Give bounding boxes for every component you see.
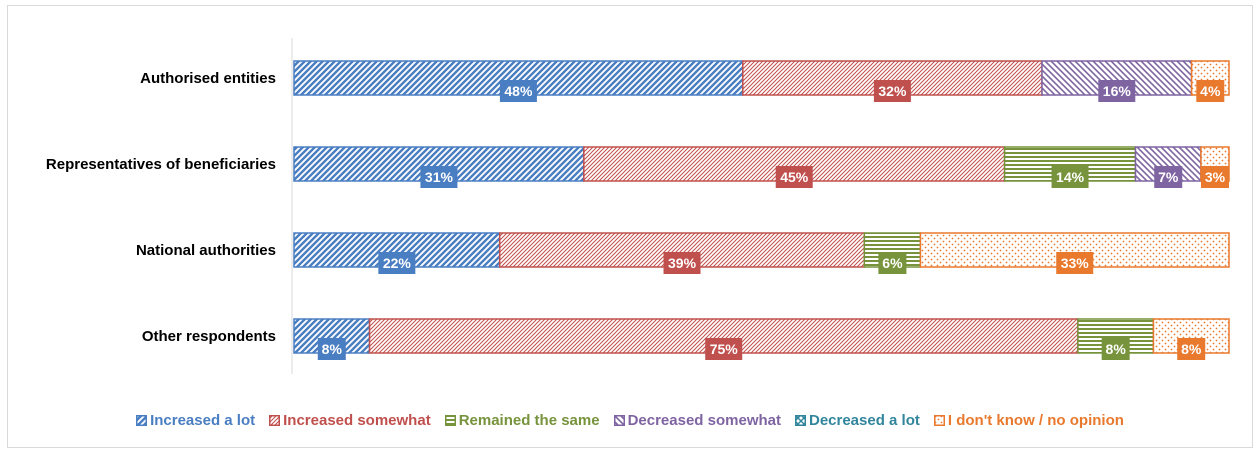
category-label: National authorities	[136, 242, 276, 259]
data-label-box	[878, 252, 907, 274]
data-label-box	[663, 252, 701, 274]
data-label: 31%	[425, 169, 454, 185]
legend-label: Increased somewhat	[283, 412, 431, 429]
data-label: 7%	[1158, 169, 1179, 185]
data-label-box	[1056, 252, 1094, 274]
data-label: 22%	[383, 255, 412, 271]
data-label: 3%	[1205, 169, 1226, 185]
category-label: Authorised entities	[140, 70, 276, 87]
data-label-box	[1098, 80, 1136, 102]
legend-swatch	[794, 415, 806, 426]
data-label-box	[1101, 338, 1130, 360]
data-label-box	[420, 166, 458, 188]
legend-swatch	[269, 415, 281, 426]
data-label-box	[378, 252, 416, 274]
data-label: 16%	[1103, 83, 1132, 99]
data-label-box	[705, 338, 743, 360]
data-label: 33%	[1061, 255, 1090, 271]
data-label-box	[775, 166, 813, 188]
legend-swatch	[136, 415, 148, 426]
legend-label: Decreased a lot	[808, 412, 920, 429]
legend-item: Decreased a lot	[794, 412, 920, 429]
legend-swatch	[444, 415, 456, 426]
data-label: 4%	[1200, 83, 1221, 99]
data-label: 8%	[1181, 341, 1202, 357]
stacked-bar-chart: Authorised entities Representatives of be…	[46, 38, 1230, 374]
legend-swatch	[613, 415, 625, 426]
legend-item: Increased somewhat	[269, 412, 431, 429]
category-label: Representatives of beneficiaries	[46, 156, 276, 173]
legend-item: I don't know / no opinion	[933, 412, 1124, 429]
legend-item: Increased a lot	[136, 412, 255, 429]
data-label: 45%	[780, 169, 809, 185]
legend-item: Decreased somewhat	[613, 412, 781, 429]
category-label: Other respondents	[142, 328, 276, 345]
legend-label: Increased a lot	[150, 412, 256, 429]
data-label-box	[1051, 166, 1089, 188]
chart-legend: Increased a lot Increased somewhat Remaine…	[0, 412, 1260, 429]
legend-label: Decreased somewhat	[627, 412, 781, 429]
data-label: 8%	[322, 341, 343, 357]
data-label: 8%	[1106, 341, 1127, 357]
data-label: 75%	[710, 341, 739, 357]
data-label-box	[317, 338, 346, 360]
data-label-box	[873, 80, 911, 102]
data-label-box	[1177, 338, 1206, 360]
legend-item: Remained the same	[444, 412, 600, 429]
data-label: 32%	[878, 83, 907, 99]
data-label: 14%	[1056, 169, 1085, 185]
data-label-box	[1200, 166, 1229, 188]
data-label-box	[1196, 80, 1225, 102]
data-label-box	[499, 80, 537, 102]
legend-label: Remained the same	[458, 412, 600, 429]
legend-swatch	[933, 415, 945, 426]
data-label-box	[1154, 166, 1183, 188]
data-label: 6%	[882, 255, 903, 271]
data-label: 39%	[668, 255, 697, 271]
legend-label: I don't know / no opinion	[947, 412, 1124, 429]
data-label: 48%	[504, 83, 533, 99]
